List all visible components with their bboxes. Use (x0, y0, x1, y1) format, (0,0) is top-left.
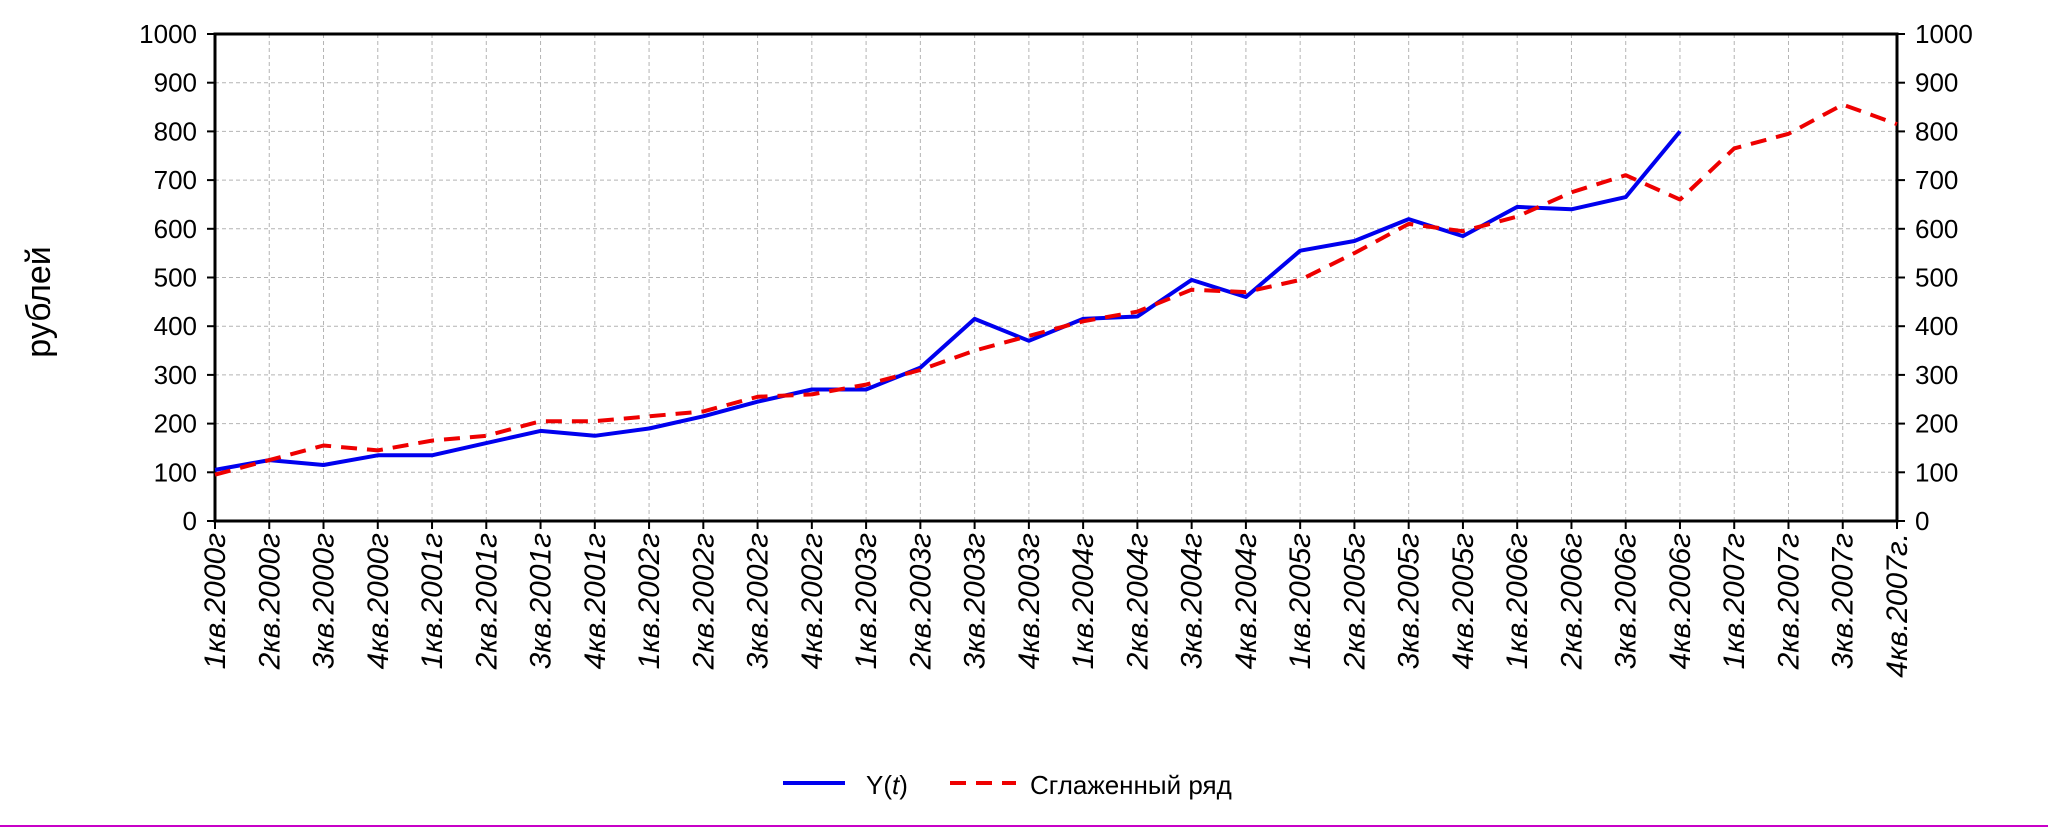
y-tick-label-right: 300 (1915, 360, 1958, 390)
x-tick-label: 1кв.2006г (1501, 533, 1534, 670)
x-tick-label: 3кв.2002г (742, 533, 775, 670)
x-tick-label: 4кв.2003г (1013, 533, 1046, 670)
y-tick-label-left: 200 (154, 409, 197, 439)
x-tick-label: 4кв.2002г (796, 533, 829, 670)
x-tick-label: 3кв.2001г (525, 533, 558, 670)
x-tick-label: 3кв.2006г (1610, 533, 1643, 670)
y-tick-label-left: 500 (154, 263, 197, 293)
x-tick-label: 2кв.2003г (904, 533, 937, 671)
window-border (0, 825, 2048, 827)
y-tick-label-left: 600 (154, 214, 197, 244)
x-tick-label: 1кв.2003г (850, 533, 883, 670)
y-tick-label-right: 0 (1915, 506, 1929, 536)
y-axis-right: 0 100 200 300 400 500 600 700 800 900 1000 (1897, 19, 1973, 536)
y-tick-label-right: 500 (1915, 263, 1958, 293)
y-axis-left: 0 100 200 300 400 500 600 700 800 900 1000 (139, 19, 215, 536)
y-tick-label-right: 1000 (1915, 19, 1973, 49)
y-tick-label-right: 400 (1915, 311, 1958, 341)
x-tick-label: 2кв.2000г (253, 533, 286, 671)
x-tick-label: 2кв.2002г (687, 533, 720, 671)
x-tick-label: 4кв.2005г (1447, 533, 1480, 670)
x-tick-label: 1кв.2000г (199, 533, 232, 670)
y-tick-label-right: 800 (1915, 116, 1958, 146)
y-tick-label-left: 0 (183, 506, 197, 536)
x-tick-label: 3кв.2004г (1176, 533, 1209, 670)
y-tick-label-left: 100 (154, 457, 197, 487)
y-tick-label-right: 900 (1915, 68, 1958, 98)
x-tick-label: 4кв.2004г (1230, 533, 1263, 670)
y-tick-label-left: 300 (154, 360, 197, 390)
y-tick-label-right: 200 (1915, 409, 1958, 439)
x-axis: 1кв.2000г 2кв.2000г 3кв.2000г 4кв.2000г 1кв.… (199, 521, 1914, 678)
x-tick-label: 3кв.2003г (959, 533, 992, 670)
x-tick-label: 2кв.2006г (1555, 533, 1588, 671)
x-tick-label: 1кв.2001г (416, 533, 449, 670)
x-tick-label: 1кв.2007г (1718, 533, 1751, 670)
legend-label-smoothed: Сглаженный ряд (1030, 770, 1232, 800)
y-tick-label-right: 700 (1915, 165, 1958, 195)
y-tick-label-right: 600 (1915, 214, 1958, 244)
legend-label-y-t: Y(t) (866, 770, 908, 800)
y-tick-label-left: 400 (154, 311, 197, 341)
y-tick-label-left: 900 (154, 68, 197, 98)
x-tick-label: 3кв.2007г (1827, 533, 1860, 670)
x-tick-label: 1кв.2002г (633, 533, 666, 670)
y-tick-label-left: 1000 (139, 19, 197, 49)
y-tick-label-right: 100 (1915, 457, 1958, 487)
series-line-smoothed (214, 102, 1898, 477)
grid-lines (215, 34, 1897, 521)
x-tick-label: 2кв.2004г (1121, 533, 1154, 671)
y-axis-label: рублей (20, 246, 58, 358)
y-tick-label-left: 800 (154, 116, 197, 146)
x-tick-label: 3кв.2005г (1393, 533, 1426, 670)
series-line-y-t (214, 130, 1682, 472)
y-tick-label-left: 700 (154, 165, 197, 195)
x-tick-label: 4кв.2000г (362, 533, 395, 670)
x-tick-label: 2кв.2001г (470, 533, 503, 671)
x-tick-label: 4кв.2007г. (1881, 533, 1914, 678)
series-lines (214, 102, 1898, 477)
legend: Y(t) Сглаженный ряд (783, 770, 1232, 800)
x-tick-label: 4кв.2006г (1664, 533, 1697, 670)
x-tick-label: 3кв.2000г (308, 533, 341, 670)
x-tick-label: 4кв.2001г (579, 533, 612, 670)
x-tick-label: 1кв.2005г (1284, 533, 1317, 670)
x-tick-label: 1кв.2004г (1067, 533, 1100, 670)
x-tick-label: 2кв.2005г (1338, 533, 1371, 671)
x-tick-label: 2кв.2007г (1772, 533, 1805, 671)
